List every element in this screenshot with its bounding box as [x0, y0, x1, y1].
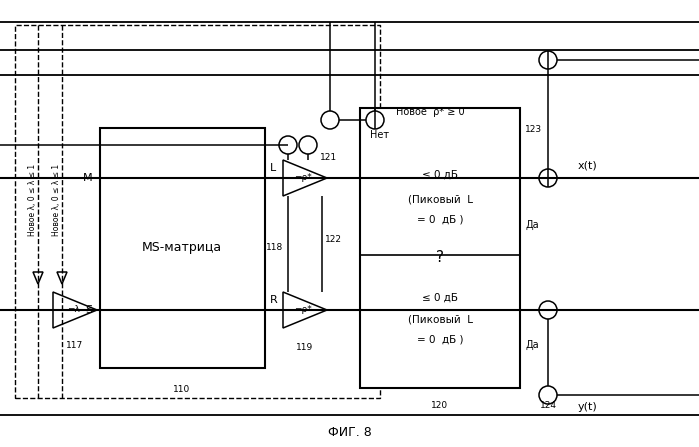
Text: 123: 123 — [525, 126, 542, 135]
Text: ?: ? — [436, 249, 444, 265]
Circle shape — [321, 111, 339, 129]
Text: Новое λ, 0 ≤ λ ≤ 1: Новое λ, 0 ≤ λ ≤ 1 — [29, 164, 38, 236]
Text: 119: 119 — [296, 343, 314, 353]
Text: 117: 117 — [66, 341, 84, 350]
Bar — [100, 128, 265, 368]
Text: R: R — [270, 295, 278, 305]
Text: M: M — [82, 173, 92, 183]
Circle shape — [539, 386, 557, 404]
Text: (Пиковый  L: (Пиковый L — [408, 315, 473, 325]
Polygon shape — [283, 160, 327, 196]
Polygon shape — [33, 272, 43, 284]
Text: = 0  дБ ): = 0 дБ ) — [417, 215, 463, 225]
Text: Нет: Нет — [370, 130, 389, 140]
Text: y(t): y(t) — [578, 402, 598, 412]
Circle shape — [539, 169, 557, 187]
Text: 110: 110 — [173, 385, 191, 395]
Text: ФИГ. 8: ФИГ. 8 — [328, 426, 372, 439]
Polygon shape — [57, 272, 67, 284]
Text: Новое λ, 0 ≤ λ ≤ 1: Новое λ, 0 ≤ λ ≤ 1 — [52, 164, 62, 236]
Text: Новое  ρ* ≥ 0: Новое ρ* ≥ 0 — [396, 107, 464, 117]
Polygon shape — [53, 292, 97, 328]
Circle shape — [539, 51, 557, 69]
Text: MS-матрица: MS-матрица — [142, 241, 222, 254]
Bar — [360, 108, 520, 388]
Text: ≤ 0 дБ: ≤ 0 дБ — [422, 293, 458, 303]
Polygon shape — [283, 292, 327, 328]
Text: =ρ*: =ρ* — [294, 305, 312, 315]
Text: L: L — [270, 163, 276, 173]
Circle shape — [539, 301, 557, 319]
Text: 120: 120 — [431, 401, 449, 409]
Text: 118: 118 — [266, 244, 283, 253]
Text: (Пиковый  L: (Пиковый L — [408, 195, 473, 205]
Bar — [15, 25, 380, 398]
Circle shape — [299, 136, 317, 154]
Text: = 0  дБ ): = 0 дБ ) — [417, 335, 463, 345]
Text: x(t): x(t) — [578, 161, 598, 171]
Text: ≤ 0 дБ: ≤ 0 дБ — [422, 170, 458, 180]
Circle shape — [366, 111, 384, 129]
Text: 121: 121 — [320, 153, 337, 163]
Circle shape — [279, 136, 297, 154]
Text: Да: Да — [525, 220, 539, 230]
Text: 124: 124 — [540, 401, 556, 409]
Text: S: S — [85, 305, 92, 315]
Text: Да: Да — [525, 340, 539, 350]
Text: =ρ*: =ρ* — [294, 173, 312, 182]
Text: 122: 122 — [325, 236, 342, 245]
Text: =λ: =λ — [66, 305, 80, 315]
